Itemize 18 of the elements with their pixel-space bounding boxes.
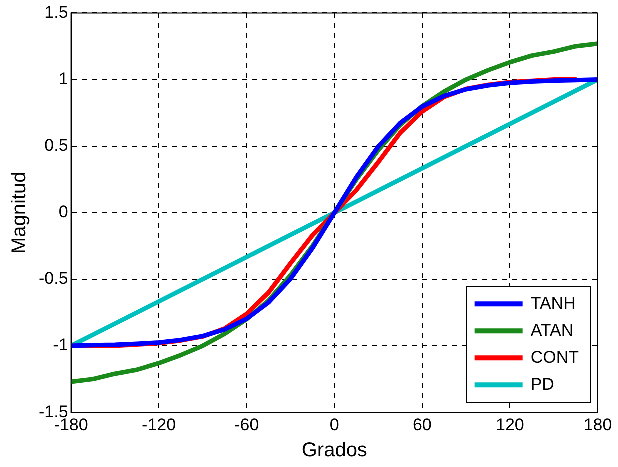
x-axis-title: Grados [302,440,368,462]
x-tick-label: 120 [496,415,524,434]
legend-label: PD [530,374,554,394]
x-tick-label: 180 [584,415,612,434]
legend-label: TANH [530,294,576,313]
y-tick-label: 0.5 [44,136,68,156]
y-tick-label: 1 [58,69,68,88]
y-axis-title: Magnitud [8,172,31,254]
y-tick-label: -0.5 [38,269,68,288]
x-tick-label: -120 [142,415,176,434]
x-tick-label: 0 [330,415,340,434]
x-tick-label: 60 [412,415,432,434]
legend-label: CONT [530,348,580,367]
x-tick-label: -60 [234,415,260,434]
y-tick-label: -1 [53,336,68,355]
y-tick-label: 0 [58,202,68,222]
legend-label: ATAN [530,320,574,340]
y-tick-label: 1.5 [44,2,68,22]
